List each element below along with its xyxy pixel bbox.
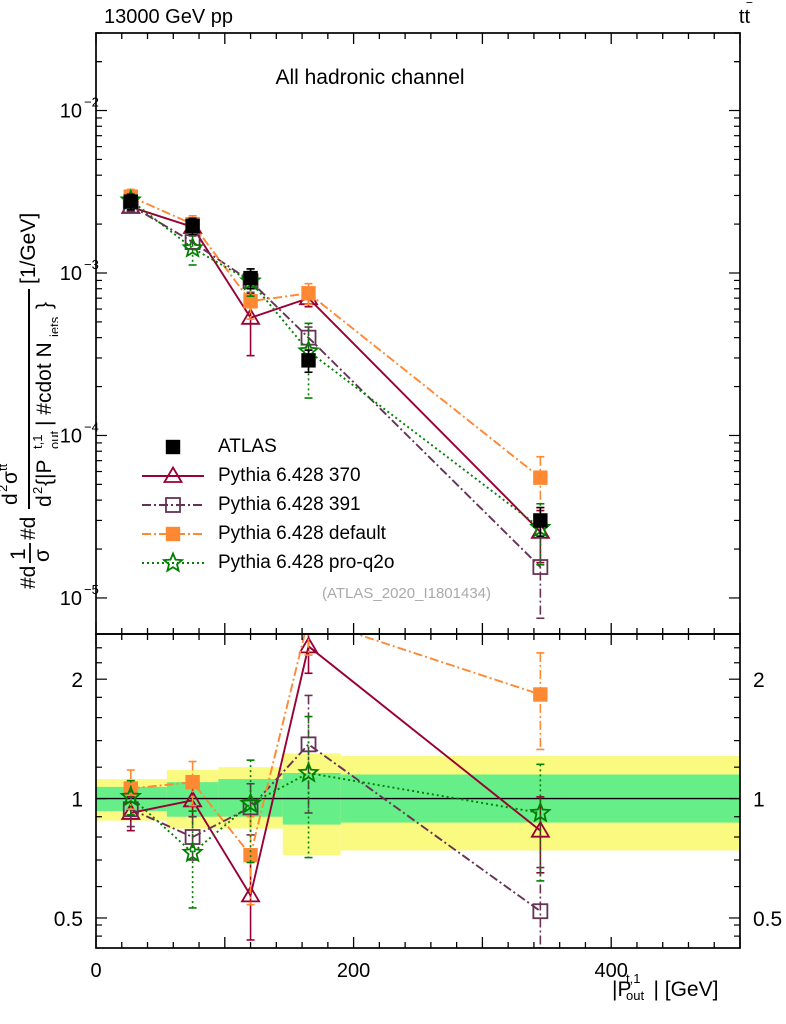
x-axis-title-sub: out [626, 988, 645, 1003]
legend-swatch [165, 439, 181, 454]
svg-text:d: d [33, 495, 56, 507]
legend-swatch [142, 550, 204, 573]
ratio-tick-label-right: 2 [753, 669, 765, 692]
legend-item-4[interactable]: Pythia 6.428 pro-q2o [140, 548, 394, 577]
legend-item-0[interactable]: ATLAS [140, 432, 394, 461]
y-tick-label: 10 [60, 101, 82, 123]
svg-text:1: 1 [7, 548, 30, 560]
data-point-star-open [119, 784, 143, 807]
x-axis-title-tail: | [GeV] [653, 978, 719, 1001]
svg-text:d: d [0, 493, 22, 505]
ratio-panel-frame [95, 633, 741, 949]
x-tick-label: 400 [595, 960, 628, 982]
analysis-id-watermark: (ATLAS_2020_I1801434) [322, 585, 492, 602]
legend-swatch [142, 526, 204, 541]
x-axis-title-sup: t,1 [626, 971, 641, 986]
x-tick-label: 200 [337, 960, 370, 982]
svg-text:{|P: {|P [33, 460, 56, 486]
main-series-group [119, 188, 552, 620]
svg-text:}: } [33, 302, 56, 309]
svg-text:#d: #d [17, 566, 40, 589]
legend-label: Pythia 6.428 pro-q2o [218, 551, 395, 573]
legend-item-2[interactable]: Pythia 6.428 391 [140, 490, 394, 519]
svg-text:| #cdot N: | #cdot N [33, 342, 56, 426]
ratio-tick-label: 0.5 [54, 908, 83, 931]
svg-text:σ: σ [31, 549, 54, 562]
ratio-tick-label: 2 [71, 669, 83, 692]
y-tick-exponent: −4 [84, 419, 99, 434]
data-point-square-filled [123, 194, 138, 209]
svg-text:t,1: t,1 [30, 435, 45, 449]
legend-marker [162, 465, 184, 483]
data-point-star-open [297, 761, 320, 783]
data-point-triangle-open [240, 307, 261, 325]
legend-marker [161, 550, 185, 573]
legend-label: ATLAS [218, 435, 277, 457]
header-process-label: t ‾ t [738, 1, 752, 28]
svg-text:out: out [47, 431, 58, 449]
data-point-triangle-open [530, 820, 551, 838]
data-point-square-filled [302, 612, 315, 625]
data-point-star-open [528, 800, 552, 823]
data-point-star-open [181, 840, 204, 863]
svg-text:tt‾: tt‾ [0, 459, 10, 471]
svg-text:[1/GeV]: [1/GeV] [17, 213, 40, 284]
data-point-star-open [239, 791, 262, 814]
data-point-square-filled [533, 513, 548, 528]
legend-marker [165, 496, 181, 513]
legend-label: Pythia 6.428 370 [218, 464, 361, 486]
legend: ATLAS Pythia 6.428 370 Pythia 6.428 391 Pyt… [140, 432, 394, 577]
y-tick-exponent: −5 [84, 582, 99, 597]
series-line [130, 772, 541, 855]
data-point-square-filled [533, 470, 548, 485]
x-axis-title: |P t,1 out | [GeV] [612, 971, 719, 1003]
y-tick-exponent: −2 [84, 95, 99, 110]
data-point-square-filled [301, 353, 316, 368]
legend-marker [165, 526, 181, 541]
data-point-square-filled [185, 218, 200, 234]
data-point-square-filled [533, 687, 548, 702]
header-beam-label: 13000 GeV pp [104, 6, 233, 28]
axes-group [95, 32, 741, 949]
legend-label: Pythia 6.428 391 [218, 493, 361, 515]
ratio-tick-label: 1 [71, 789, 83, 812]
y-tick-exponent: −3 [84, 257, 99, 272]
legend-item-3[interactable]: Pythia 6.428 default [140, 519, 394, 548]
legend-label: Pythia 6.428 default [218, 522, 386, 544]
svg-text:2: 2 [0, 485, 10, 492]
svg-text:#d: #d [17, 517, 40, 540]
data-point-star-open [181, 236, 204, 258]
y-axis-label: #d 1 σ #d d 2 σ tt‾ d 2 {|P [0, 20, 58, 620]
data-point-square-filled [301, 286, 316, 301]
legend-swatch [142, 465, 204, 483]
data-point-square-filled [185, 774, 200, 790]
data-point-square-open [532, 903, 549, 920]
svg-text:jets: jets [47, 316, 58, 338]
data-point-square-filled [243, 270, 258, 286]
legend-marker [165, 439, 181, 454]
y-tick-label: 10 [60, 588, 82, 610]
data-point-triangle-open [240, 885, 261, 903]
legend-item-1[interactable]: Pythia 6.428 370 [140, 461, 394, 490]
ratio-tick-label-right: 1 [753, 789, 765, 812]
svg-text:σ: σ [0, 471, 22, 484]
plot-title: All hadronic channel [275, 66, 465, 89]
ratio-series-group [119, 612, 552, 948]
ratio-tick-label-right: 0.5 [753, 908, 782, 931]
x-tick-label: 0 [90, 960, 101, 982]
y-tick-label: 10 [60, 425, 82, 447]
y-tick-label: 10 [60, 263, 82, 285]
legend-swatch [142, 496, 204, 513]
svg-text:2: 2 [30, 487, 45, 494]
